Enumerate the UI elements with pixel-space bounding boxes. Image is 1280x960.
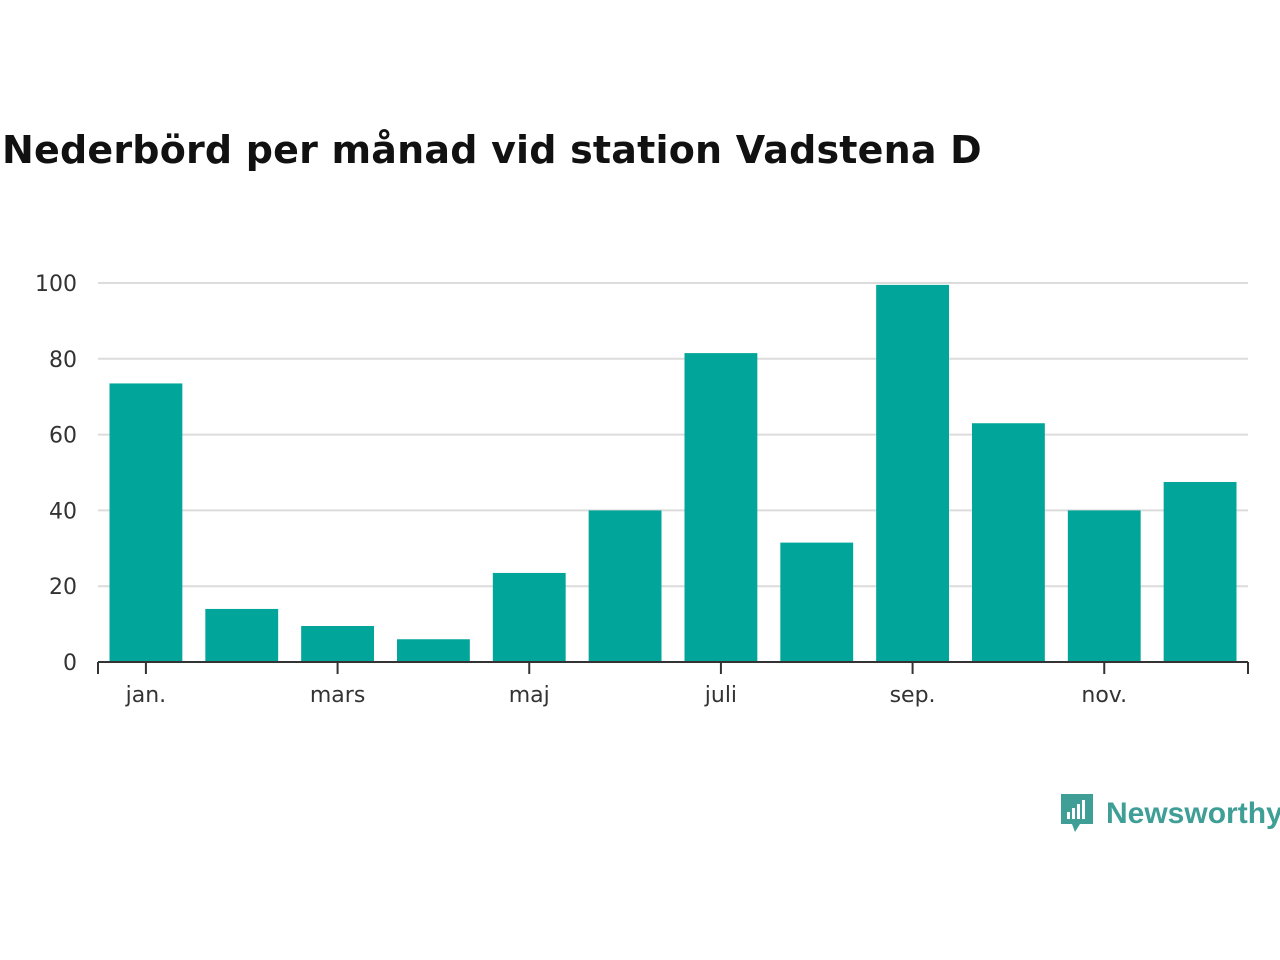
bar-jan [109, 383, 183, 662]
y-tick-label-40: 40 [49, 499, 77, 524]
x-tick-label-sep: sep. [890, 683, 936, 708]
bar-apr [397, 639, 470, 662]
x-tick-label-mars: mars [310, 683, 365, 708]
bar-juni [588, 510, 662, 662]
bar-aug [780, 542, 854, 662]
newsworthy-logo-icon [1061, 794, 1093, 832]
y-tick-label-0: 0 [63, 651, 77, 676]
x-tick-label-juli: juli [704, 683, 737, 708]
y-tick-label-20: 20 [49, 575, 77, 600]
bar-juli [684, 353, 758, 662]
bar-mars [301, 625, 374, 662]
bar-dec [1163, 481, 1237, 662]
chart-title: Nederbörd per månad vid station Vadstena… [2, 128, 982, 172]
bar-sep [876, 284, 949, 662]
bar-okt [972, 423, 1045, 662]
gridlines [98, 282, 1248, 588]
bar-nov [1067, 510, 1141, 662]
x-axis-ticks [97, 662, 1249, 674]
x-tick-label-nov: nov. [1081, 683, 1127, 708]
x-tick-label-jan: jan. [125, 683, 167, 708]
x-tick-label-maj: maj [509, 683, 550, 708]
x-axis-tick-labels: jan. mars maj juli sep. nov. [125, 683, 1127, 708]
y-tick-label-100: 100 [35, 272, 77, 297]
bars [109, 284, 1237, 662]
bar-maj [492, 572, 566, 662]
newsworthy-brand: Newsworthy [1058, 792, 1280, 836]
y-tick-label-80: 80 [49, 348, 77, 373]
brand-name: Newsworthy [1106, 797, 1280, 830]
y-axis-tick-labels: 0 20 40 60 80 100 [35, 272, 77, 676]
bar-feb [205, 608, 279, 662]
y-tick-label-60: 60 [49, 424, 77, 449]
